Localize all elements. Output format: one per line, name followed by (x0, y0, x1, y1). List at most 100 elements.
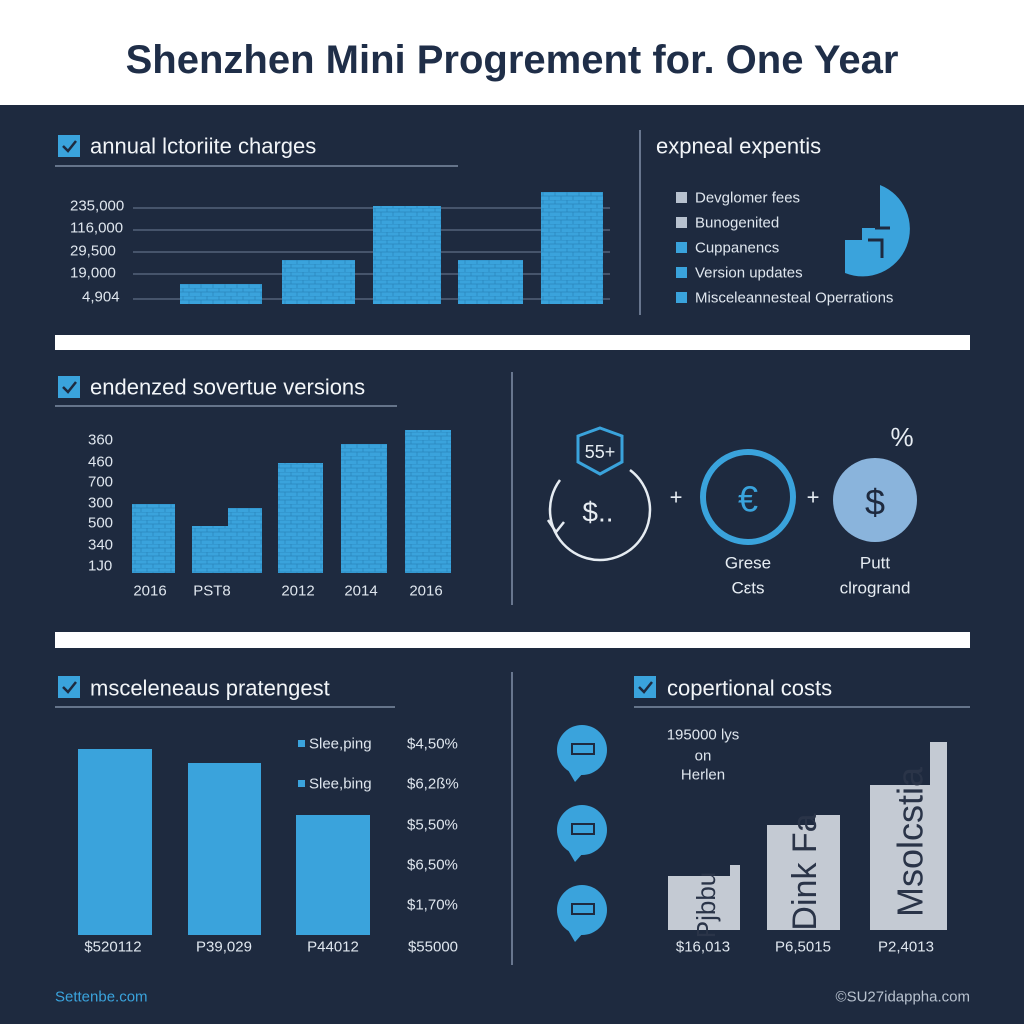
pie-cut (868, 226, 890, 258)
axis-label: 19,000 (70, 265, 116, 282)
legend-text: Devglomer fees (695, 190, 800, 207)
bar-label: $520112 (84, 939, 141, 956)
value-text: $6,2ß% (407, 776, 459, 793)
icon-text: % (890, 422, 913, 452)
legend-text: Cuppanencs (695, 240, 779, 257)
chat-glyph (571, 903, 595, 915)
check-icon (62, 381, 77, 394)
checkbox (58, 676, 80, 698)
checkbox (58, 135, 80, 157)
plus: + (670, 485, 683, 510)
axis-label: 460 (88, 454, 113, 471)
x-label: 2014 (344, 583, 377, 600)
chat-tail (568, 770, 584, 782)
chat-glyph (571, 823, 595, 835)
icon-text: € (738, 479, 758, 520)
chat-icons (557, 725, 607, 942)
bar-label: P39,029 (196, 939, 252, 956)
panel-heading: msceleneaus pratengest (90, 676, 330, 701)
value-text: $1,70% (407, 897, 458, 914)
bar (767, 815, 840, 930)
panel-expenses: expneal expentis Devglomer fees Bunogeni… (656, 134, 910, 307)
check-icon (638, 681, 653, 694)
bar-inner-text: Pjbbu (691, 872, 721, 939)
axis-label: 1J0 (88, 558, 112, 575)
panel-heading: annual lctoriite charges (90, 134, 316, 159)
checkbox (58, 376, 80, 398)
bar (228, 508, 262, 573)
bar (458, 260, 523, 304)
euro-icon (700, 449, 796, 545)
legend-text: Slee,ping (309, 736, 372, 753)
icon-label: clrogrand (840, 579, 911, 598)
bar-label: P6,5015 (775, 939, 831, 956)
axis-label: 340 (88, 537, 113, 554)
bar (282, 260, 355, 304)
legend-text: Slee,bing (309, 776, 372, 793)
axis-label: 4,904 (82, 289, 120, 306)
legend-swatch (676, 292, 687, 303)
note-text: Herlen (681, 767, 725, 784)
legend-text: Bunogenited (695, 215, 779, 232)
note-text: 195000 lys (667, 727, 740, 744)
legend-swatch (676, 267, 687, 278)
axis-labels: 235,000 116,000 29,500 19,000 4,904 (70, 198, 124, 306)
dollar-icon (833, 458, 917, 542)
check-icon (62, 681, 77, 694)
footer-left: Settenbe.com (55, 989, 148, 1006)
bar (132, 504, 175, 573)
badge (576, 426, 624, 476)
check-icon (62, 140, 77, 153)
bar (341, 444, 387, 573)
axis-label: 700 (88, 474, 113, 491)
panel-heading: expneal expentis (656, 134, 821, 159)
checkbox (634, 676, 656, 698)
separator (55, 335, 970, 350)
bar (180, 284, 262, 304)
bar-label: P2,4013 (878, 939, 934, 956)
x-label: 2016 (409, 583, 442, 600)
icon-label: Grese (725, 554, 771, 573)
note-text: on (695, 748, 712, 765)
bar (296, 815, 370, 935)
bar (278, 463, 323, 573)
axis-label: 500 (88, 515, 113, 532)
icon-label: Cεts (731, 579, 764, 598)
legend-swatch (676, 192, 687, 203)
plus: + (807, 485, 820, 510)
legend-swatch (298, 740, 305, 747)
bar (541, 192, 603, 304)
cycle-arrow (546, 519, 565, 535)
bar (78, 749, 152, 935)
panel-misc: msceleneaus pratengest Slee,ping Slee,bi… (55, 676, 459, 956)
value-text: $5,50% (407, 817, 458, 834)
value-text: $6,50% (407, 857, 458, 874)
bar-label: P44012 (307, 939, 359, 956)
bar-label: $16,013 (676, 939, 730, 956)
panel-heading: copertional costs (667, 676, 832, 701)
bar (373, 206, 441, 304)
bar-inner-text: Msolcstia (890, 766, 931, 917)
x-label: PST8 (193, 583, 231, 600)
badge-text: 55+ (585, 442, 616, 462)
chat-icon (557, 885, 607, 935)
legend-swatch (676, 242, 687, 253)
axis-label: 235,000 (70, 198, 124, 215)
bar (405, 430, 451, 573)
bar-label: $55000 (408, 939, 458, 956)
chat-glyph (571, 743, 595, 755)
x-label: 2016 (133, 583, 166, 600)
panel-costs-icons: $.. 55+ + € + $ % Grese Cεts Putt clrogr… (546, 422, 917, 598)
icon-text: $ (865, 482, 885, 523)
chat-tail (568, 850, 584, 862)
panel-versions: endenzed sovertue versions 360 460 700 3… (55, 375, 451, 600)
chat-tail (568, 930, 584, 942)
panel-heading: endenzed sovertue versions (90, 375, 365, 400)
value-text: $4,50% (407, 736, 458, 753)
header-band (0, 0, 1024, 105)
axis-label: 29,500 (70, 243, 116, 260)
legend-swatch (298, 780, 305, 787)
bar (192, 526, 228, 573)
axis-label: 360 (88, 432, 113, 449)
